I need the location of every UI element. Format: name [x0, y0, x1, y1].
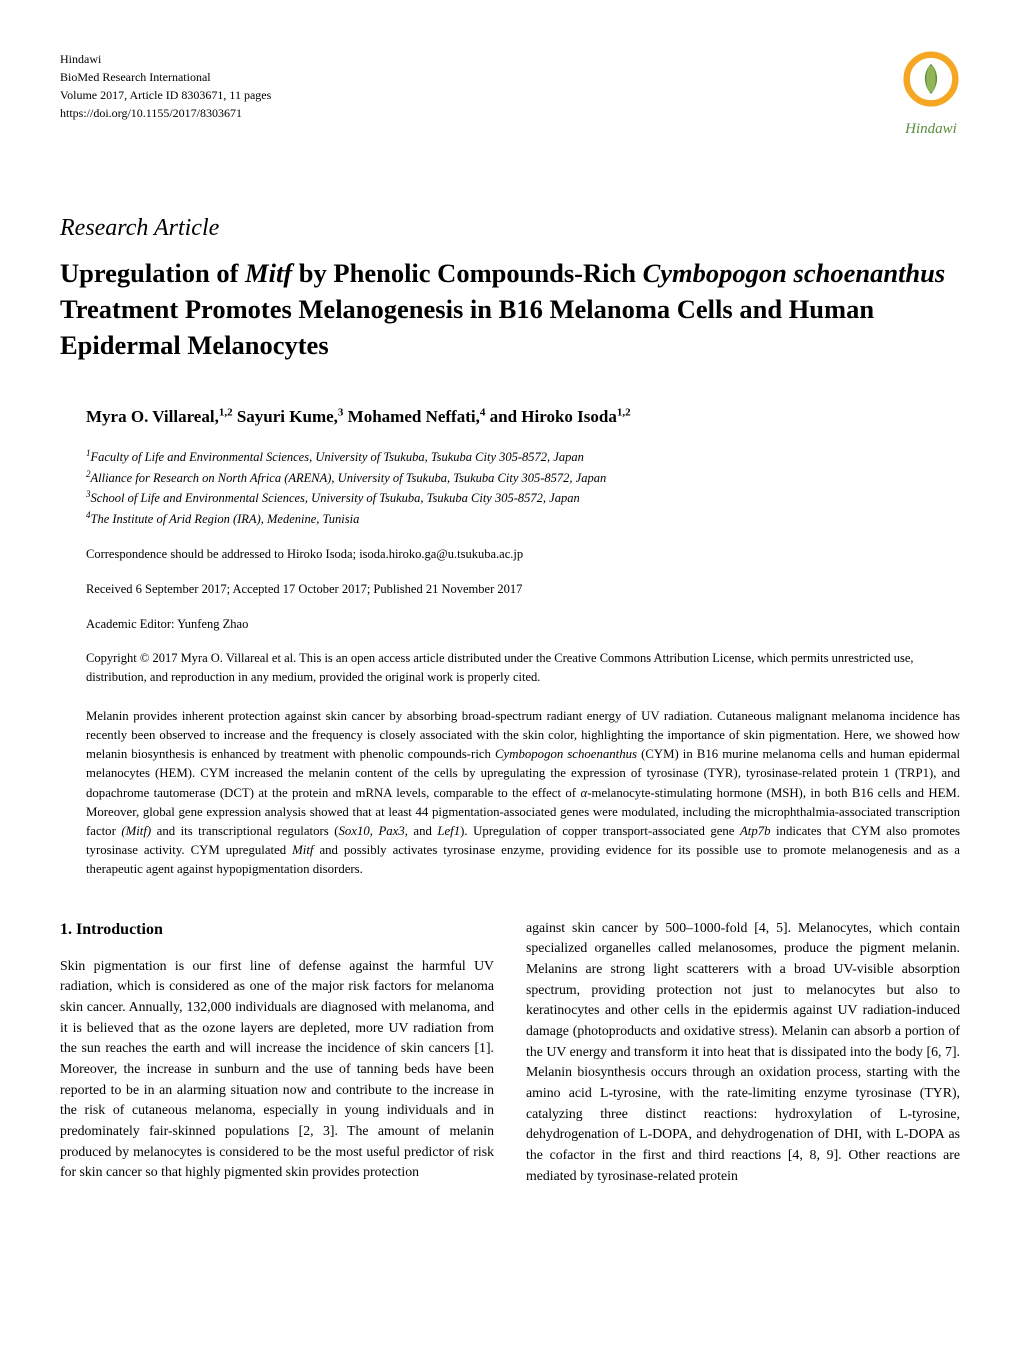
- correspondence: Correspondence should be addressed to Hi…: [86, 545, 960, 564]
- author: and Hiroko Isoda: [485, 407, 616, 426]
- affiliation-line: 1Faculty of Life and Environmental Scien…: [86, 447, 960, 468]
- abstract-italic: Atp7b: [740, 824, 771, 838]
- affiliation-line: 2Alliance for Research on North Africa (…: [86, 468, 960, 489]
- body-columns: 1. Introduction Skin pigmentation is our…: [60, 918, 960, 1187]
- abstract-italic: Sox10: [338, 824, 369, 838]
- title-italic: Cymbopogon schoenanthus: [643, 258, 946, 288]
- author-affil-sup: 1,2: [617, 406, 631, 418]
- affil-text: Alliance for Research on North Africa (A…: [91, 471, 607, 485]
- column-right: against skin cancer by 500–1000-fold [4,…: [526, 918, 960, 1187]
- author: Mohamed Neffati,: [343, 407, 479, 426]
- hindawi-logo-icon: [902, 50, 960, 108]
- article-title: Upregulation of Mitf by Phenolic Compoun…: [60, 256, 960, 363]
- publisher-logo: Hindawi: [902, 50, 960, 140]
- author: Myra O. Villareal,: [86, 407, 219, 426]
- abstract-text: and its transcriptional regulators (: [151, 824, 338, 838]
- dates: Received 6 September 2017; Accepted 17 O…: [86, 580, 960, 599]
- copyright: Copyright © 2017 Myra O. Villareal et al…: [86, 649, 960, 687]
- journal-info: Hindawi BioMed Research International Vo…: [60, 50, 271, 122]
- logo-text: Hindawi: [902, 118, 960, 141]
- affil-text: Faculty of Life and Environmental Scienc…: [91, 450, 584, 464]
- title-part: Upregulation of: [60, 258, 245, 288]
- publisher: Hindawi: [60, 50, 271, 68]
- title-part: by Phenolic Compounds-Rich: [292, 258, 642, 288]
- front-matter: Myra O. Villareal,1,2 Sayuri Kume,3 Moha…: [60, 404, 960, 880]
- abstract-italic: (Mitf): [121, 824, 151, 838]
- affil-text: The Institute of Arid Region (IRA), Mede…: [91, 512, 360, 526]
- title-part: Treatment Promotes Melanogenesis in B16 …: [60, 294, 874, 360]
- author-affil-sup: 1,2: [219, 406, 233, 418]
- abstract: Melanin provides inherent protection aga…: [86, 707, 960, 880]
- journal-name: BioMed Research International: [60, 68, 271, 86]
- abstract-italic: Lef1: [437, 824, 460, 838]
- abstract-italic: Mitf: [292, 843, 313, 857]
- abstract-text: ). Upregulation of copper transport-asso…: [460, 824, 740, 838]
- affiliations: 1Faculty of Life and Environmental Scien…: [86, 447, 960, 529]
- affil-text: School of Life and Environmental Science…: [91, 491, 580, 505]
- section-heading: 1. Introduction: [60, 918, 494, 942]
- academic-editor: Academic Editor: Yunfeng Zhao: [86, 615, 960, 634]
- abstract-text: , and: [405, 824, 438, 838]
- body-text: against skin cancer by 500–1000-fold [4,…: [526, 918, 960, 1187]
- volume-line: Volume 2017, Article ID 8303671, 11 page…: [60, 86, 271, 104]
- column-left: 1. Introduction Skin pigmentation is our…: [60, 918, 494, 1187]
- abstract-italic: Cymbopogon schoenanthus: [495, 747, 637, 761]
- page-header: Hindawi BioMed Research International Vo…: [60, 50, 960, 140]
- affiliation-line: 4The Institute of Arid Region (IRA), Med…: [86, 509, 960, 530]
- article-type: Research Article: [60, 210, 960, 246]
- body-text: Skin pigmentation is our first line of d…: [60, 956, 494, 1184]
- title-italic: Mitf: [245, 258, 292, 288]
- authors: Myra O. Villareal,1,2 Sayuri Kume,3 Moha…: [86, 404, 960, 430]
- doi: https://doi.org/10.1155/2017/8303671: [60, 104, 271, 122]
- author: Sayuri Kume,: [233, 407, 338, 426]
- abstract-italic: Pax3: [378, 824, 404, 838]
- affiliation-line: 3School of Life and Environmental Scienc…: [86, 488, 960, 509]
